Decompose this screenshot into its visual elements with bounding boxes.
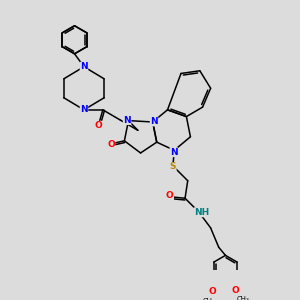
Text: O: O [95, 121, 103, 130]
Text: N: N [150, 117, 158, 126]
Text: O: O [166, 191, 173, 200]
Text: N: N [170, 148, 178, 157]
Text: N: N [80, 105, 88, 114]
Text: NH: NH [194, 208, 209, 217]
Text: O: O [232, 286, 240, 295]
Text: N: N [123, 116, 131, 124]
Text: S: S [170, 163, 176, 172]
Text: CH₃: CH₃ [236, 296, 249, 300]
Text: O: O [208, 287, 216, 296]
Text: CH₃: CH₃ [202, 298, 215, 300]
Text: N: N [80, 62, 88, 71]
Text: O: O [107, 140, 115, 149]
